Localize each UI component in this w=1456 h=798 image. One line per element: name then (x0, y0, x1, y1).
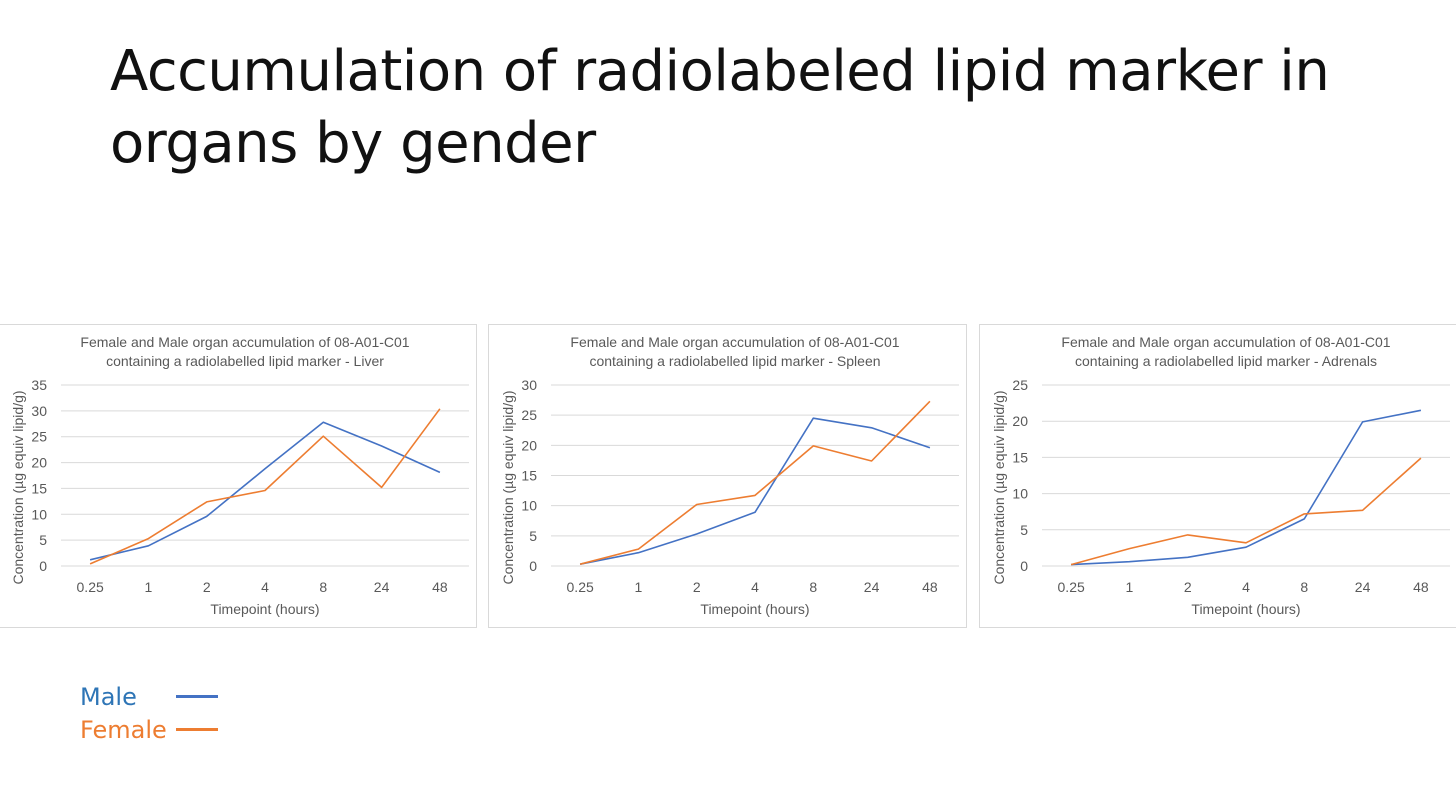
y-tick-label: 15 (1012, 449, 1028, 465)
x-tick-label: 24 (1355, 579, 1371, 595)
y-tick-label: 20 (521, 437, 537, 453)
series-line-male (89, 421, 441, 561)
y-tick-label: 0 (1020, 558, 1028, 574)
y-tick-label: 10 (521, 498, 537, 514)
chart-subtitle: containing a radiolabelled lipid marker … (589, 353, 880, 369)
y-tick-label: 5 (529, 528, 537, 544)
y-tick-label: 25 (31, 429, 47, 445)
y-tick-label: 5 (1020, 522, 1028, 538)
series-line-female (1070, 457, 1422, 566)
y-axis-label: Concentration (µg equiv lipid/g) (991, 390, 1007, 584)
y-tick-label: 25 (521, 407, 537, 423)
legend-label-male: Male (80, 682, 137, 711)
x-tick-label: 48 (922, 579, 938, 595)
legend-label-female: Female (80, 715, 167, 744)
x-tick-label: 1 (145, 579, 153, 595)
y-tick-label: 15 (31, 480, 47, 496)
chart-title: Female and Male organ accumulation of 08… (80, 334, 409, 350)
y-tick-label: 15 (521, 468, 537, 484)
chart-subtitle: containing a radiolabelled lipid marker … (106, 353, 384, 369)
x-tick-label: 48 (432, 579, 448, 595)
series-legend: Male Female (80, 680, 218, 746)
x-tick-label: 24 (864, 579, 880, 595)
chart-title: Female and Male organ accumulation of 08… (570, 334, 899, 350)
series-line-male (1071, 409, 1422, 566)
y-axis-label: Concentration (µg equiv lipid/g) (500, 390, 516, 584)
x-tick-label: 8 (1300, 579, 1308, 595)
x-tick-label: 8 (319, 579, 327, 595)
series-line-male (579, 417, 931, 565)
series-line-female (89, 408, 441, 565)
legend-item-male: Male (80, 680, 218, 713)
y-tick-label: 5 (39, 532, 47, 548)
x-tick-label: 1 (1126, 579, 1134, 595)
x-tick-label: 2 (1184, 579, 1192, 595)
y-tick-label: 20 (31, 455, 47, 471)
x-tick-label: 8 (809, 579, 817, 595)
x-tick-label: 0.25 (77, 579, 104, 595)
x-axis-label: Timepoint (hours) (210, 601, 319, 617)
y-tick-label: 0 (39, 558, 47, 574)
x-tick-label: 1 (635, 579, 643, 595)
y-tick-label: 30 (521, 377, 537, 393)
x-tick-label: 0.25 (1058, 579, 1085, 595)
x-tick-label: 24 (374, 579, 390, 595)
spleen-chart: Female and Male organ accumulation of 08… (500, 334, 959, 617)
x-tick-label: 2 (203, 579, 211, 595)
y-tick-label: 0 (529, 558, 537, 574)
y-tick-label: 20 (1012, 413, 1028, 429)
x-tick-label: 4 (1242, 579, 1250, 595)
x-tick-label: 2 (693, 579, 701, 595)
series-line-female (579, 400, 931, 565)
legend-line-female (176, 728, 218, 731)
x-tick-label: 0.25 (567, 579, 594, 595)
x-tick-label: 4 (751, 579, 759, 595)
y-tick-label: 10 (1012, 486, 1028, 502)
chart-panel-spleen: Female and Male organ accumulation of 08… (488, 324, 967, 628)
x-tick-label: 48 (1413, 579, 1429, 595)
chart-panel-liver: Female and Male organ accumulation of 08… (0, 324, 477, 628)
legend-line-male (176, 695, 218, 698)
adrenals-chart: Female and Male organ accumulation of 08… (991, 334, 1450, 617)
y-tick-label: 25 (1012, 377, 1028, 393)
liver-chart: Female and Male organ accumulation of 08… (10, 334, 469, 617)
y-tick-label: 35 (31, 377, 47, 393)
chart-panel-adrenals: Female and Male organ accumulation of 08… (979, 324, 1456, 628)
chart-subtitle: containing a radiolabelled lipid marker … (1075, 353, 1377, 369)
x-tick-label: 4 (261, 579, 269, 595)
x-axis-label: Timepoint (hours) (1191, 601, 1300, 617)
legend-item-female: Female (80, 713, 218, 746)
slide-title: Accumulation of radiolabeled lipid marke… (110, 39, 1330, 176)
y-axis-label: Concentration (µg equiv lipid/g) (10, 390, 26, 584)
y-tick-label: 30 (31, 403, 47, 419)
chart-title: Female and Male organ accumulation of 08… (1061, 334, 1390, 350)
y-tick-label: 10 (31, 506, 47, 522)
x-axis-label: Timepoint (hours) (700, 601, 809, 617)
